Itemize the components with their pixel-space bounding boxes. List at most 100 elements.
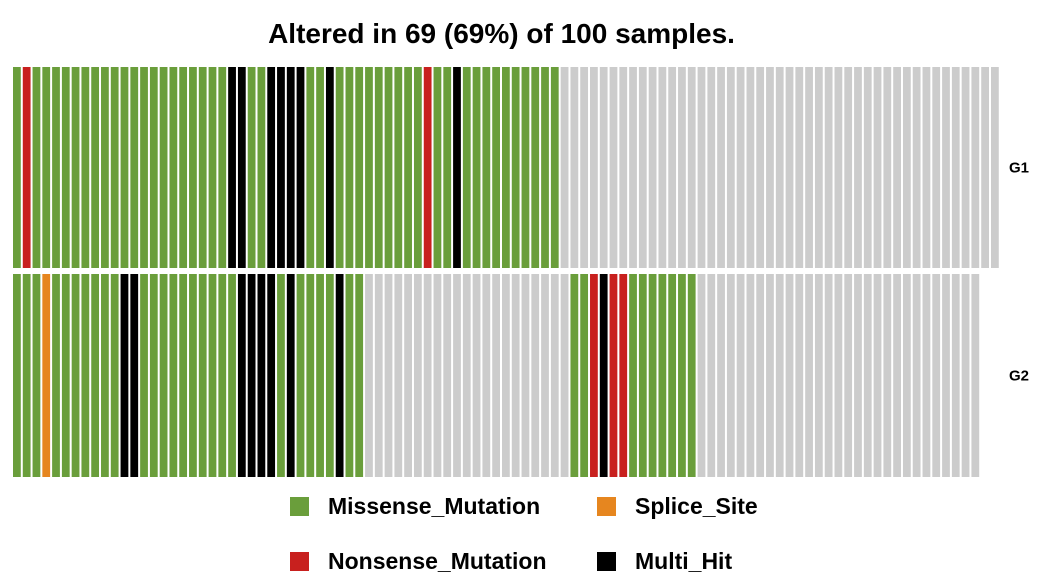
cell-G2-60	[590, 274, 598, 477]
cell-G2-24	[237, 274, 246, 477]
cell-G1-64	[629, 67, 637, 268]
cell-G2-83	[814, 274, 823, 477]
cell-G2-70	[687, 274, 696, 477]
cell-G2-30	[296, 274, 305, 477]
cell-G1-36	[355, 67, 364, 268]
cell-G2-31	[306, 274, 315, 477]
cell-G2-38	[374, 274, 383, 477]
cell-G1-21	[208, 67, 217, 268]
cell-G1-47	[462, 67, 471, 268]
cell-G1-16	[159, 67, 168, 268]
cell-G2-27	[267, 274, 276, 477]
cell-G2-55	[541, 274, 549, 477]
cell-G2-96	[942, 274, 950, 477]
cell-G2-58	[570, 274, 579, 477]
cell-G1-90	[883, 67, 892, 268]
cell-G1-72	[707, 67, 716, 268]
cell-G1-82	[805, 67, 813, 268]
cell-G2-77	[756, 274, 765, 477]
cell-G1-98	[961, 67, 970, 268]
cell-G1-19	[189, 67, 197, 268]
cell-G1-69	[678, 67, 686, 268]
cell-G1-26	[257, 67, 266, 268]
oncoplot-cells	[13, 67, 999, 477]
cell-G1-42	[413, 67, 422, 268]
cell-G2-34	[335, 274, 344, 477]
cell-G1-12	[120, 67, 129, 268]
cell-G1-7	[71, 67, 80, 268]
cell-G1-30	[296, 67, 305, 268]
cell-G2-17	[169, 274, 178, 477]
cell-G2-26	[257, 274, 266, 477]
cell-G1-71	[697, 67, 706, 268]
cell-G1-50	[492, 67, 500, 268]
cell-G1-31	[306, 67, 315, 268]
cell-G2-47	[462, 274, 471, 477]
cell-G2-33	[325, 274, 334, 477]
cell-G1-55	[541, 67, 549, 268]
cell-G1-74	[726, 67, 735, 268]
cell-G1-11	[110, 67, 119, 268]
cell-G2-23	[228, 274, 236, 477]
cell-G2-75	[736, 274, 745, 477]
cell-G1-84	[824, 67, 833, 268]
cell-G2-95	[932, 274, 941, 477]
cell-G2-3	[32, 274, 41, 477]
cell-G1-40	[394, 67, 403, 268]
cell-G2-79	[775, 274, 784, 477]
cell-G1-32	[316, 67, 324, 268]
cell-G2-4	[42, 274, 51, 477]
cell-G1-20	[198, 67, 207, 268]
cell-G2-73	[717, 274, 725, 477]
cell-G1-94	[922, 67, 931, 268]
cell-G1-35	[345, 67, 354, 268]
cell-G2-35	[345, 274, 354, 477]
cell-G2-68	[668, 274, 677, 477]
cell-G1-14	[140, 67, 148, 268]
cell-G2-9	[91, 274, 100, 477]
cell-G1-92	[902, 67, 911, 268]
chart-title: Altered in 69 (69%) of 100 samples.	[268, 18, 735, 49]
cell-G2-64	[629, 274, 637, 477]
cell-G1-66	[648, 67, 657, 268]
cell-G2-82	[805, 274, 813, 477]
cell-G1-4	[42, 67, 51, 268]
cell-G1-13	[130, 67, 139, 268]
cell-G2-76	[746, 274, 755, 477]
cell-G2-44	[433, 274, 442, 477]
cell-G2-1	[13, 274, 21, 477]
cell-G2-46	[453, 274, 461, 477]
cell-G2-43	[423, 274, 432, 477]
cell-G1-2	[22, 67, 31, 268]
cell-G1-38	[374, 67, 383, 268]
cell-G2-39	[384, 274, 393, 477]
cell-G2-87	[854, 274, 862, 477]
cell-G1-9	[91, 67, 100, 268]
cell-G2-99	[971, 274, 980, 477]
cell-G2-80	[785, 274, 794, 477]
cell-G1-6	[61, 67, 70, 268]
cell-G2-56	[550, 274, 559, 477]
cell-G2-16	[159, 274, 168, 477]
cell-G2-90	[883, 274, 892, 477]
cell-G2-15	[149, 274, 158, 477]
cell-G2-45	[443, 274, 452, 477]
cell-G1-87	[854, 67, 862, 268]
cell-G1-18	[179, 67, 188, 268]
cell-G2-13	[130, 274, 139, 477]
cell-G1-80	[785, 67, 794, 268]
cell-G2-21	[208, 274, 217, 477]
cell-G1-46	[453, 67, 461, 268]
cell-G1-95	[932, 67, 941, 268]
cell-G2-72	[707, 274, 716, 477]
cell-G1-24	[237, 67, 246, 268]
cell-G1-29	[286, 67, 295, 268]
cell-G1-39	[384, 67, 393, 268]
cell-G1-57	[560, 67, 569, 268]
cell-G2-97	[951, 274, 960, 477]
cell-G2-67	[658, 274, 667, 477]
cell-G2-93	[912, 274, 921, 477]
cell-G2-53	[521, 274, 530, 477]
cell-G2-32	[316, 274, 324, 477]
